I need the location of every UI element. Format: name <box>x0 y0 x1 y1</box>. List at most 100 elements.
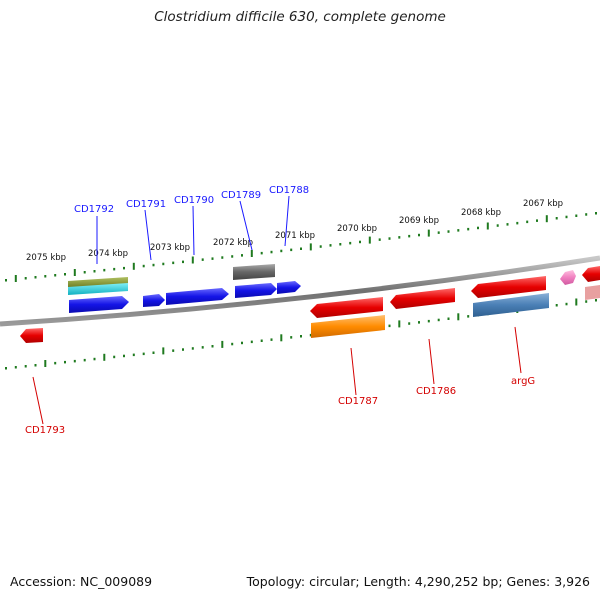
minor-tick <box>231 342 234 346</box>
major-tick <box>368 236 371 244</box>
major-tick <box>162 347 165 355</box>
feature-orange <box>311 315 385 338</box>
feature-pink <box>560 270 576 285</box>
minor-tick <box>231 255 234 258</box>
minor-tick <box>477 226 479 230</box>
minor-tick <box>300 335 302 338</box>
minor-tick <box>64 360 66 364</box>
minor-tick <box>172 261 175 265</box>
major-tick <box>103 353 106 361</box>
minor-tick <box>260 251 263 255</box>
minor-tick <box>585 213 588 216</box>
minor-tick <box>93 270 96 273</box>
genome-summary-text: Topology: circular; Length: 4,290,252 bp… <box>246 574 590 589</box>
minor-tick <box>201 258 204 261</box>
minor-tick <box>24 365 27 368</box>
minor-tick <box>418 233 420 237</box>
gene-label-cd1789: CD1789 <box>221 190 261 201</box>
gene-cd1792-arrow <box>69 296 129 313</box>
minor-tick <box>241 341 243 345</box>
minor-tick <box>34 276 37 279</box>
minor-tick <box>290 336 293 339</box>
major-tick <box>132 262 135 270</box>
major-tick <box>309 243 312 251</box>
scale-label: 2070 kbp <box>337 224 377 234</box>
feature-gray <box>233 264 275 280</box>
minor-tick <box>437 231 440 234</box>
gene-cd1786-arrow <box>390 288 455 309</box>
minor-tick <box>329 244 332 247</box>
minor-tick <box>270 250 273 254</box>
minor-tick <box>526 220 529 224</box>
forward-features <box>68 264 600 313</box>
scale-label: 2073 kbp <box>150 243 190 253</box>
gene-label-cd1787: CD1787 <box>338 396 378 407</box>
minor-tick <box>73 359 76 363</box>
minor-tick <box>201 346 204 349</box>
gene-cd1790-arrow <box>166 288 229 305</box>
minor-tick <box>280 249 283 253</box>
feature-steelblue <box>473 293 549 317</box>
minor-tick <box>123 266 125 270</box>
scale-label: 2071 kbp <box>275 231 315 241</box>
minor-tick <box>388 324 391 328</box>
minor-tick <box>555 217 558 220</box>
minor-tick <box>54 361 57 365</box>
gene-labels: CD1792 CD1791 CD1790 CD1789 CD1788 CD179… <box>25 185 535 436</box>
minor-tick <box>290 248 293 252</box>
scale-labels: 2075 kbp 2074 kbp 2073 kbp 2072 kbp 2071… <box>26 199 563 263</box>
minor-tick <box>437 318 440 322</box>
major-tick <box>486 222 489 230</box>
minor-tick <box>418 321 420 324</box>
minor-tick <box>457 229 460 232</box>
minor-tick <box>162 262 165 266</box>
major-tick <box>44 360 47 367</box>
minor-tick <box>408 322 411 325</box>
leader-cd1788 <box>284 195 290 247</box>
minor-tick <box>250 340 253 344</box>
minor-tick <box>565 215 568 219</box>
minor-tick <box>447 230 450 233</box>
gene-label-cd1790: CD1790 <box>174 195 214 206</box>
minor-tick <box>388 237 391 240</box>
major-tick <box>221 340 224 348</box>
minor-tick <box>260 339 263 342</box>
minor-tick <box>211 345 214 348</box>
gene-label-argg: argG <box>511 376 535 387</box>
minor-tick <box>152 351 155 354</box>
major-tick <box>280 334 283 342</box>
minor-tick <box>496 224 499 227</box>
minor-tick <box>221 256 224 259</box>
minor-tick <box>378 238 381 241</box>
minor-tick <box>5 367 7 370</box>
leader-cd1786 <box>428 338 435 385</box>
minor-tick <box>103 268 106 272</box>
gene-label-cd1793: CD1793 <box>25 425 65 436</box>
minor-tick <box>93 357 96 361</box>
minor-tick <box>191 347 194 350</box>
feature-red-edge <box>582 266 600 282</box>
minor-tick <box>142 352 145 356</box>
minor-tick <box>536 219 538 222</box>
minor-tick <box>34 364 37 367</box>
minor-tick <box>241 254 243 257</box>
major-tick <box>575 298 578 306</box>
major-tick <box>398 320 401 328</box>
feature-salmon-edge <box>585 285 600 300</box>
minor-tick <box>359 240 361 244</box>
minor-tick <box>447 317 450 320</box>
leader-cd1793 <box>32 376 44 425</box>
gene-cd1789-arrow <box>235 283 277 298</box>
minor-tick <box>83 271 86 274</box>
minor-tick <box>427 319 430 323</box>
minor-tick <box>319 245 322 248</box>
minor-tick <box>182 260 184 264</box>
label-leaders <box>32 195 522 425</box>
gene-cd1788-arrow <box>277 281 301 294</box>
minor-tick <box>565 302 568 306</box>
minor-tick <box>506 223 509 226</box>
scale-label: 2074 kbp <box>88 249 128 259</box>
gene-label-cd1791: CD1791 <box>126 199 166 210</box>
leader-cd1789 <box>239 200 253 251</box>
